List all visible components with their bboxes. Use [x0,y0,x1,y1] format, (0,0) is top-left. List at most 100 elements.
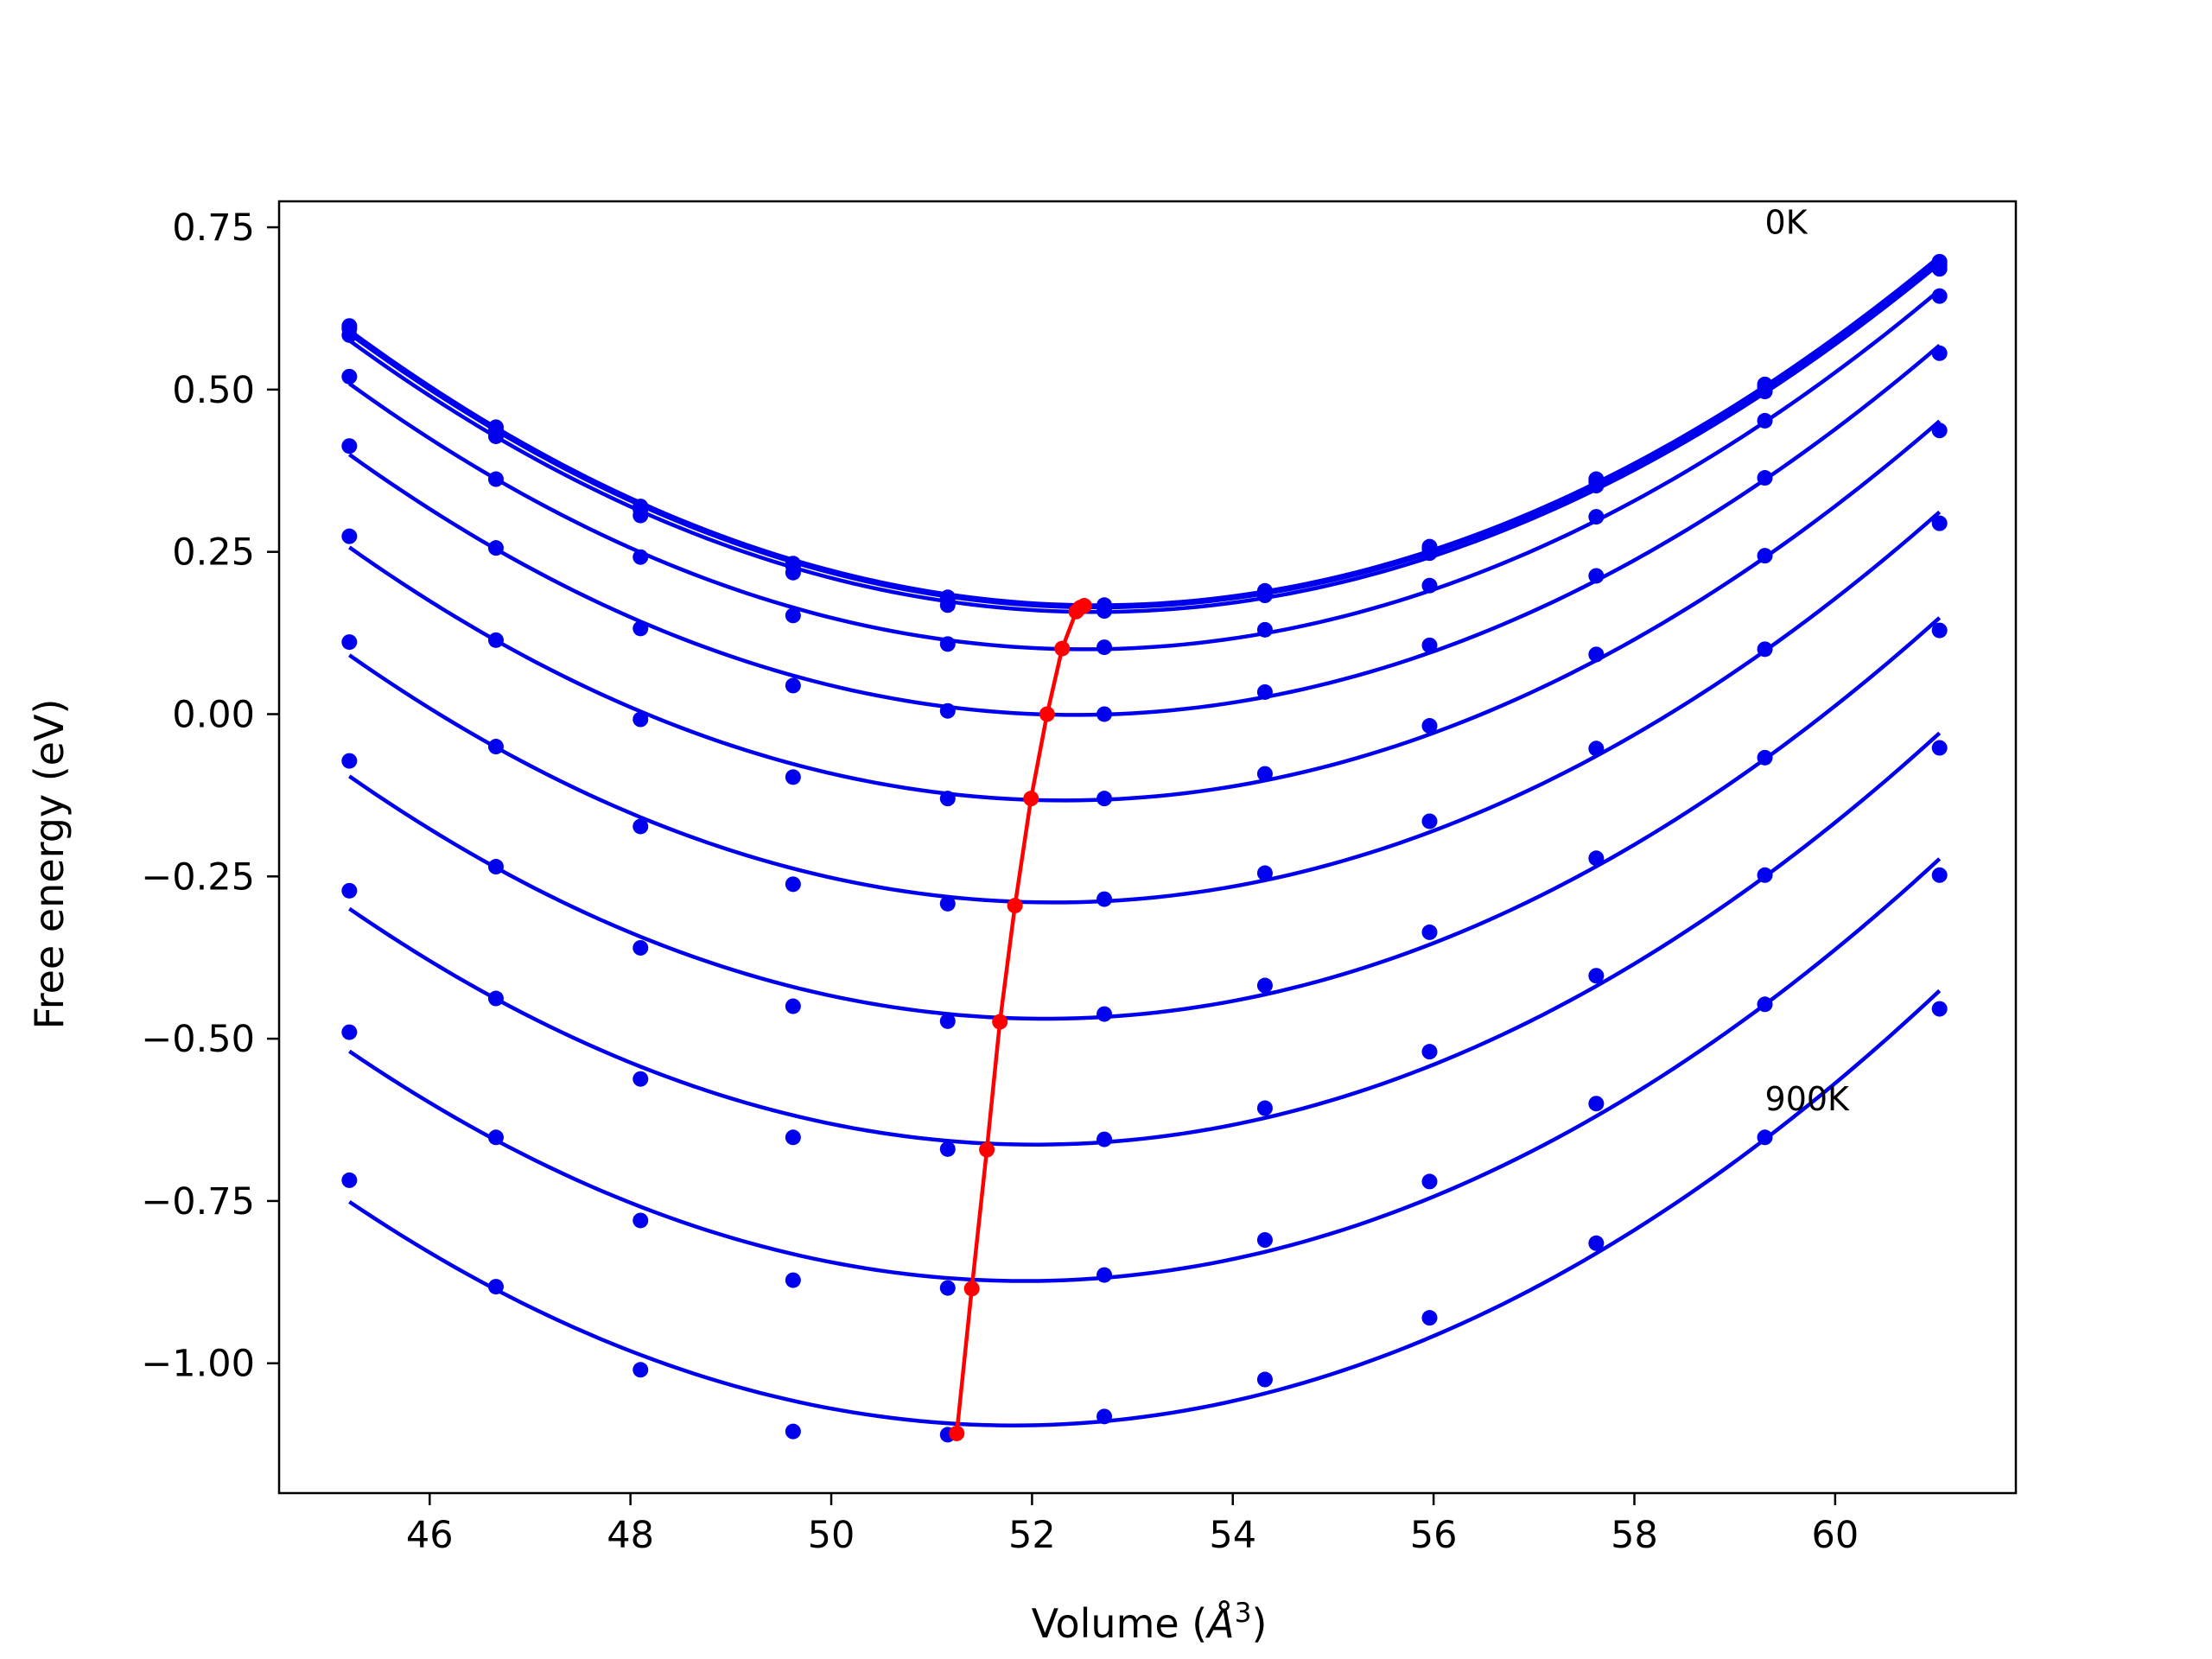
data-point [1931,1001,1948,1017]
minimum-point [992,1014,1008,1030]
data-point [1931,423,1948,439]
series-line-1 [348,257,1942,610]
x-tick-label: 52 [1008,1514,1056,1557]
data-point [785,1272,801,1288]
data-point [341,368,358,385]
curves-layer [348,255,1942,1427]
data-point [1931,515,1948,531]
data-point [1256,1232,1273,1249]
y-tick-label: 0.75 [172,207,255,250]
data-point [632,939,649,956]
series-line-0 [348,255,1942,607]
data-point [487,990,504,1007]
minimum-point [963,1281,980,1297]
data-point [1096,603,1113,620]
data-point [1096,1131,1113,1147]
minimum-point [1054,640,1071,657]
minimum-point [949,1425,965,1441]
data-point [632,1362,649,1378]
data-point [1931,867,1948,883]
x-axis-ticks: 46 48 50 52 54 56 58 60 [406,1493,1859,1557]
data-point [939,636,956,652]
data-point [487,632,504,648]
minimum-point [1023,791,1039,807]
y-tick-label: −0.50 [141,1018,255,1061]
y-tick-label: 0.50 [172,369,255,412]
data-point [632,1212,649,1229]
series-line-4 [348,343,1942,717]
data-point [1096,639,1113,656]
data-point [632,818,649,835]
data-point [785,1423,801,1440]
data-point [1757,412,1773,429]
annotation-label: 0K [1765,204,1808,242]
x-tick-label: 58 [1611,1514,1658,1557]
series-line-6 [348,510,1942,905]
data-point [785,607,801,624]
data-point [1096,1408,1113,1425]
y-tick-label: −0.25 [141,855,255,899]
data-point [341,753,358,769]
y-tick-label: 0.25 [172,531,255,575]
data-point [632,549,649,565]
data-point [1588,568,1605,584]
minimum-point [1068,603,1084,620]
data-point [785,998,801,1014]
y-axis-label: Free energy (eV) [26,699,73,1030]
y-tick-label: −1.00 [141,1343,255,1386]
series-line-7 [348,616,1942,1021]
data-point [341,528,358,544]
data-point [1931,740,1948,756]
data-point [785,677,801,694]
series-line-10 [348,988,1942,1427]
data-point [1421,1173,1438,1190]
data-point [1421,718,1438,734]
x-tick-label: 60 [1812,1514,1859,1557]
annotations: 0K 900K [1765,204,1851,1118]
data-point [1931,261,1948,277]
data-point [1757,749,1773,766]
series-line-9 [348,857,1942,1283]
data-point [939,597,956,613]
x-axis-label-close: ) [1251,1600,1267,1647]
data-point [1256,1100,1273,1116]
data-point [1757,548,1773,564]
data-point [1757,470,1773,486]
data-point [785,1129,801,1146]
data-point [1588,1235,1605,1251]
data-point [632,711,649,728]
x-tick-label: 54 [1209,1514,1256,1557]
data-point [1588,850,1605,867]
x-axis-label-unit: Å [1205,1600,1234,1647]
data-point [1421,637,1438,653]
data-point [487,540,504,556]
data-point [785,769,801,785]
data-point [1256,588,1273,604]
series-line-8 [348,731,1942,1147]
data-point [487,859,504,875]
data-point [939,1013,956,1029]
x-tick-label: 50 [808,1514,855,1557]
data-point [1256,766,1273,782]
y-axis-ticks: 0.75 0.50 0.25 0.00 −0.25 −0.50 −0.75 −1.00 [141,207,279,1386]
x-axis-label-text: Volume ( [1032,1600,1208,1647]
series-line-2 [348,262,1942,614]
data-point [1588,1096,1605,1112]
data-point [939,791,956,807]
data-point [785,564,801,581]
plot-frame [277,200,2018,1495]
data-point [1757,996,1773,1013]
data-point [1588,509,1605,525]
data-point [939,1141,956,1157]
data-point [632,620,649,637]
data-point [487,1129,504,1146]
x-tick-label: 56 [1410,1514,1458,1557]
minima-layer [949,598,1092,1441]
data-point [1931,622,1948,639]
data-point [1096,791,1113,807]
data-point [1757,384,1773,400]
data-point [1256,977,1273,994]
data-point [785,876,801,893]
